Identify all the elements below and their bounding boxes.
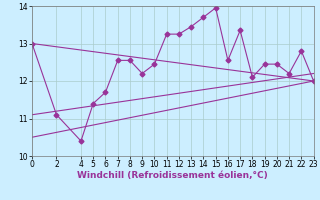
X-axis label: Windchill (Refroidissement éolien,°C): Windchill (Refroidissement éolien,°C) bbox=[77, 171, 268, 180]
